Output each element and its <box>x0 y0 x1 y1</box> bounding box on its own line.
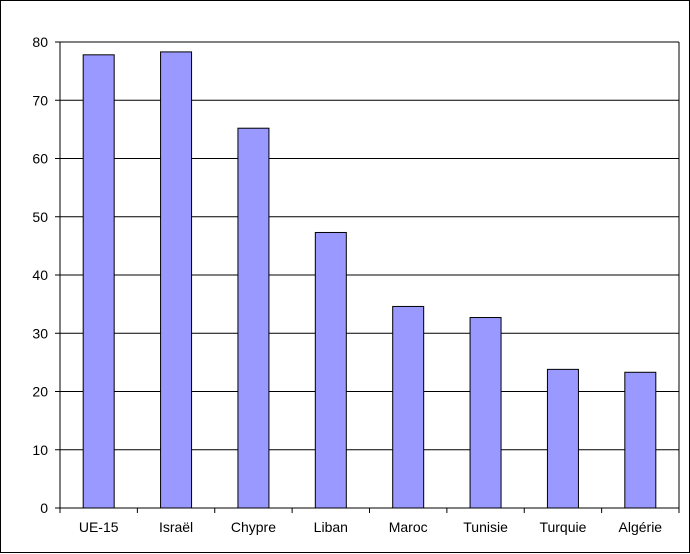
x-tick-label: Maroc <box>389 519 428 535</box>
x-tick-label: UE-15 <box>79 519 119 535</box>
bar <box>82 54 115 509</box>
bar <box>160 51 193 509</box>
y-tick-labels: 0 10 20 30 40 50 60 70 80 <box>32 34 48 516</box>
x-tick-label: Chypre <box>231 519 276 535</box>
y-tick-label: 40 <box>32 267 48 283</box>
y-tick-label: 80 <box>32 34 48 50</box>
bar <box>624 371 657 509</box>
y-tick-label: 70 <box>32 92 48 108</box>
bar <box>237 127 270 509</box>
x-tick-label: Algérie <box>619 519 663 535</box>
y-tick-label: 30 <box>32 325 48 341</box>
y-tick-label: 20 <box>32 384 48 400</box>
x-tick-labels: UE-15 Israël Chypre Liban Maroc Tunisie Turqui… <box>79 519 662 535</box>
x-tick-label: Turquie <box>539 519 586 535</box>
bar <box>546 368 579 509</box>
bar <box>314 231 347 509</box>
bar <box>469 317 502 509</box>
bars <box>82 51 657 509</box>
y-tick-label: 10 <box>32 442 48 458</box>
y-tick-label: 60 <box>32 151 48 167</box>
y-tick-label: 0 <box>40 500 48 516</box>
x-tick-label: Tunisie <box>463 519 508 535</box>
gridlines <box>60 41 679 451</box>
x-tick-label: Liban <box>314 519 348 535</box>
x-tick-label: Israël <box>159 519 193 535</box>
bar <box>392 305 425 509</box>
axes <box>55 41 680 513</box>
y-tick-label: 50 <box>32 209 48 225</box>
